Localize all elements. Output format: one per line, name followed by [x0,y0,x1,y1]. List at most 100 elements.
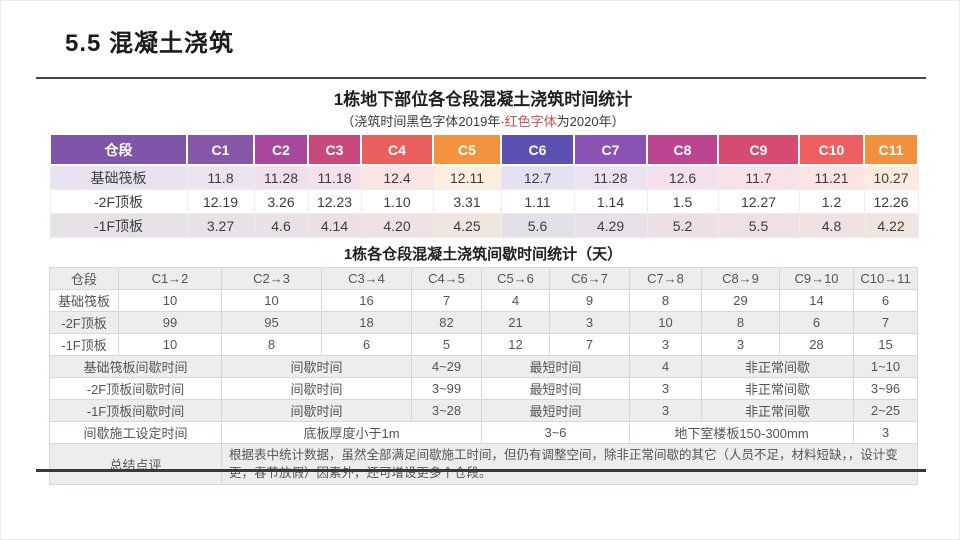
table2-header-cell: C4→5 [411,267,482,290]
table2-merged-cell: 3 [629,377,702,400]
table2-data-cell: 15 [853,333,918,356]
table2-merged-cell: 3~6 [481,421,630,444]
table2-merged-cell: 最短时间 [481,377,630,400]
table1-data-cell: 12.19 [186,189,255,214]
table2-data-cell: 16 [321,289,412,312]
table1-data-cell: 4.8 [798,213,865,238]
table1-header-cell: C9 [717,133,800,166]
table1-data-cell: 1.5 [646,189,719,214]
table1-data-cell: 3.27 [186,213,255,238]
table1-data-cell: 12.27 [717,189,800,214]
table2-data-cell: 7 [853,311,918,334]
table2-merged-cell: 最短时间 [481,355,630,378]
table2-merged-cell: 3~96 [853,377,918,400]
table1-header-cell: C11 [863,133,919,166]
table2-data-cell: 9 [549,289,630,312]
table2-header-cell: C10→11 [853,267,918,290]
table1-data-cell: 4.25 [432,213,502,238]
table2-merged-cell: 间歇时间 [221,355,412,378]
table2-data-cell: 6 [321,333,412,356]
interval-time-table: 仓段 C1→2 C2→3 C3→4 C4→5 C5→6 C6→7 C7→8 C8→9 C9→10 C… [49,267,918,486]
table1-header-cell: C3 [307,133,362,166]
table2-data-cell: 5 [411,333,482,356]
table1-header-cell: C2 [253,133,309,166]
table2-data-cell: 21 [481,311,550,334]
table2-data-cell: 8 [629,289,702,312]
table1-data-cell: 11.28 [253,164,309,190]
slide-content: 1栋地下部位各仓段混凝土浇筑时间统计 （浇筑时间黑色字体2019年·红色字体为2… [49,85,919,486]
table1-data-cell: 11.18 [307,164,362,190]
subtitle-suffix: 为2020年） [556,114,625,129]
table2-header-cell: C3→4 [321,267,412,290]
table1-data-cell: 10.27 [863,164,919,190]
table1-data-cell: 1.11 [500,189,575,214]
table2-merged-cell: 4 [629,355,702,378]
table1-data-cell: 3.31 [432,189,502,214]
table2-data-cell: 18 [321,311,412,334]
table1-data-cell: 5.2 [646,213,719,238]
table2-header-cell: C7→8 [629,267,702,290]
table2-data-cell: 4 [481,289,550,312]
table2-header-cell: 仓段 [49,267,119,290]
table2-header-cell: C5→6 [481,267,550,290]
table1-data-cell: 12.4 [360,164,434,190]
table2-data-cell: 6 [779,311,854,334]
table1-data-cell: 1.10 [360,189,434,214]
table2-row-label: -2F顶板间歇时间 [49,377,222,400]
subtitle-red-note: 红色字体 [504,114,557,129]
table1-header-cell: C7 [573,133,648,166]
table1-header-cell: C5 [432,133,502,166]
table2-data-cell: 3 [701,333,780,356]
table2-merged-cell: 4~29 [411,355,482,378]
table1-data-cell: 12.11 [432,164,502,190]
table1-data-cell: 12.7 [500,164,575,190]
table1-data-cell: 5.6 [500,213,575,238]
table2-data-cell: 12 [481,333,550,356]
table2-merged-cell: 3 [853,421,918,444]
bottom-divider [36,469,926,472]
table1-data-cell: 1.2 [798,189,865,214]
table2-data-cell: 3 [629,333,702,356]
table1-header-cell: 仓段 [49,133,188,166]
table1-title: 1栋地下部位各仓段混凝土浇筑时间统计 [333,90,633,109]
table2-data-cell: 10 [118,333,222,356]
table2-data-cell: 99 [118,311,222,334]
table1-data-cell: 11.21 [798,164,865,190]
table1-header-cell: C6 [500,133,575,166]
table2-row-label: 总结点评 [49,442,222,486]
table2-data-cell: 6 [853,289,918,312]
table2-data-cell: 95 [221,311,322,334]
table1-data-cell: 12.26 [863,189,919,214]
table1-data-cell: 3.26 [253,189,309,214]
table1-header-cell: C10 [798,133,865,166]
table2-data-cell: 8 [701,311,780,334]
table2-merged-cell: 非正常间歇 [701,377,854,400]
table2-data-cell: 7 [549,333,630,356]
table1-header-cell: C1 [186,133,255,166]
table1-data-cell: 5.5 [717,213,800,238]
table2-header-cell: C6→7 [549,267,630,290]
table2-row-label: -1F顶板间歇时间 [49,399,222,422]
table1-data-cell: 4.20 [360,213,434,238]
table2-data-cell: 3 [549,311,630,334]
table2-merged-cell: 3~99 [411,377,482,400]
table2-data-cell: 10 [118,289,222,312]
table2-merged-cell: 最短时间 [481,399,630,422]
table1-data-cell: 12.6 [646,164,719,190]
table1-data-cell: 11.28 [573,164,648,190]
table2-merged-cell: 2~25 [853,399,918,422]
subtitle-prefix: （浇筑时间黑色字体2019年· [341,114,505,129]
table1-data-cell: 4.6 [253,213,309,238]
table2-header-cell: C1→2 [118,267,222,290]
table2-row-label: 基础筏板 [49,289,119,312]
table2-merged-cell: 3 [629,399,702,422]
table2-row-label: -1F顶板 [49,333,119,356]
table2-data-cell: 8 [221,333,322,356]
table2-row-label: 间歇施工设定时间 [49,421,222,444]
table2-header-cell: C2→3 [221,267,322,290]
table2-data-cell: 29 [701,289,780,312]
table2-row-label: -2F顶板 [49,311,119,334]
table1-data-cell: 12.23 [307,189,362,214]
table2-merged-cell: 间歇时间 [221,377,412,400]
